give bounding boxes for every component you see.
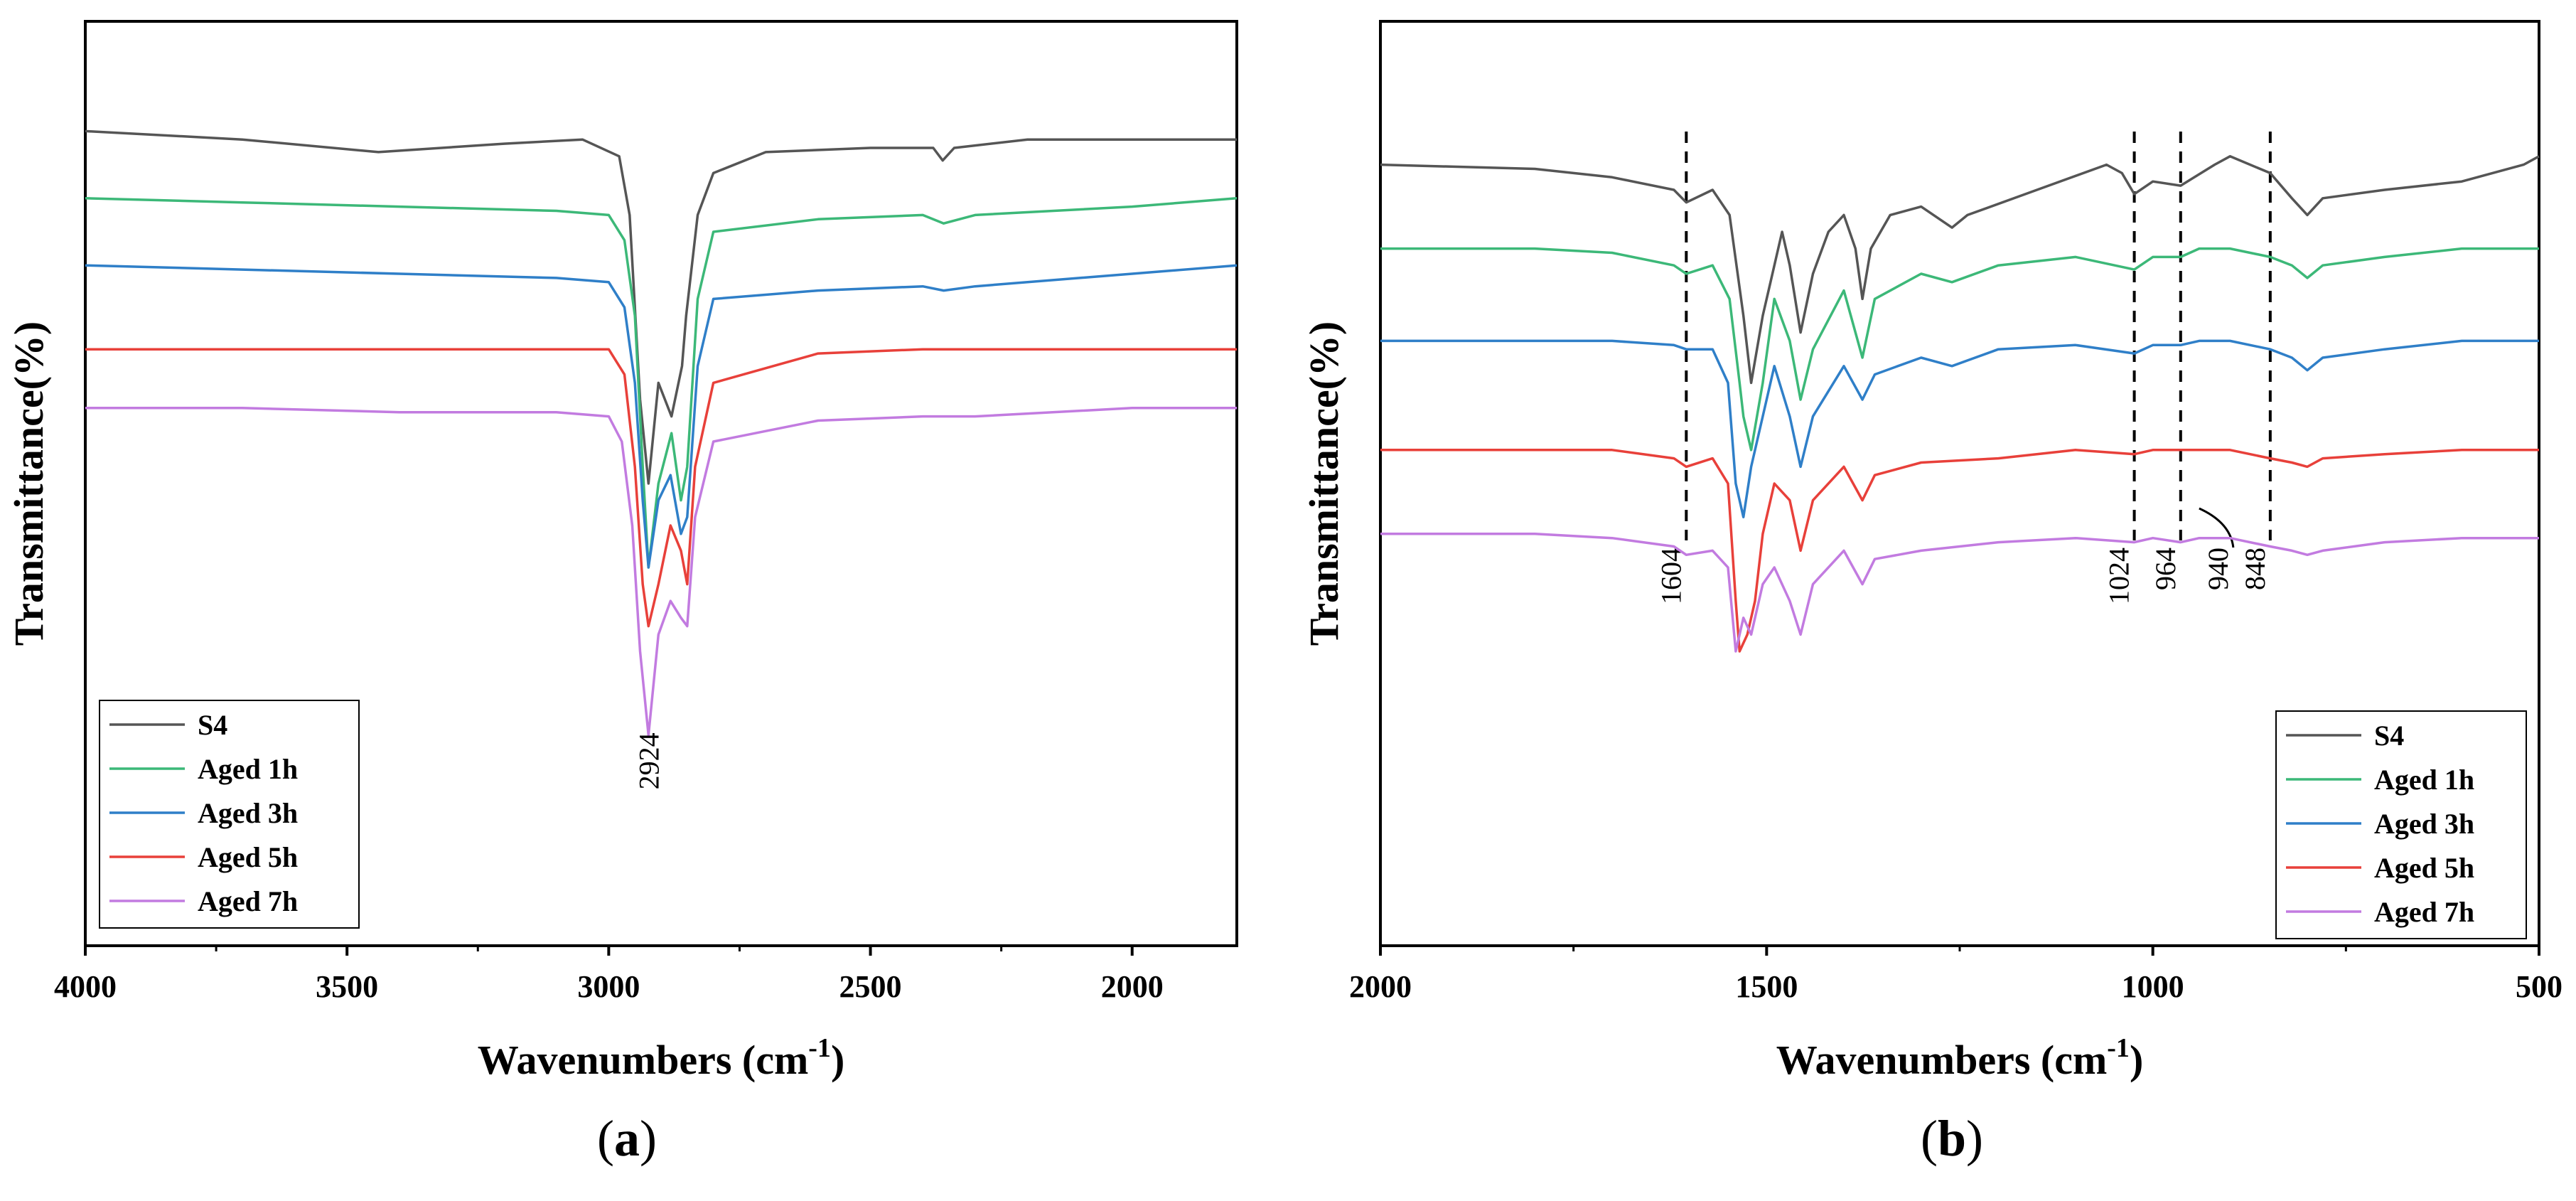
x-tick-label: 2000: [1101, 969, 1164, 1004]
series-line-aged-1h: [85, 197, 1238, 569]
x-axis-label: Wavenumbers (cm-1): [478, 1033, 845, 1083]
series-line-aged-7h: [85, 407, 1237, 737]
x-tick-label: 3500: [316, 969, 378, 1004]
caption-close: ): [640, 1110, 657, 1167]
legend-label: Aged 5h: [2374, 852, 2474, 884]
legend-box: [2275, 710, 2527, 939]
legend-label: Aged 1h: [2374, 764, 2474, 796]
legend-label: Aged 3h: [198, 797, 298, 829]
legend-label: Aged 3h: [2374, 808, 2474, 840]
caption-letter: a: [614, 1110, 640, 1167]
x-tick-label: 1000: [2122, 969, 2184, 1004]
x-axis-label: Wavenumbers (cm-1): [1776, 1033, 2144, 1083]
series-line-aged-3h: [1380, 339, 2539, 518]
legend-label: Aged 7h: [2374, 896, 2474, 928]
series-line-s4: [85, 129, 1237, 485]
caption-letter: b: [1937, 1110, 1967, 1167]
legend-label: Aged 7h: [198, 885, 298, 917]
marker-label-940: 940: [2202, 548, 2234, 590]
series-line-aged-7h: [1380, 533, 2539, 653]
y-axis-label: Transmittance(%): [1301, 321, 1347, 646]
x-tick-label: 2500: [839, 969, 902, 1004]
series-line-aged-5h: [1380, 449, 2539, 653]
series-line-s4: [1380, 155, 2540, 385]
legend-label: Aged 1h: [198, 753, 298, 785]
panel-a-caption: (a): [520, 1109, 734, 1168]
caption-open: (: [597, 1110, 614, 1167]
x-tick-label: 2000: [1349, 969, 1412, 1004]
marker-label-1024: 1024: [2103, 548, 2135, 604]
legend-label: S4: [2374, 720, 2404, 752]
marker-label-1604: 1604: [1655, 548, 1687, 604]
x-tick-label: 1500: [1735, 969, 1798, 1004]
series-line-aged-1h: [1380, 247, 2539, 452]
panel-a: 4000 3500 3000 2500 2000 Wavenumbers (cm-1) Tr…: [6, 20, 1238, 1168]
panel-b-caption: (b): [1845, 1109, 2059, 1168]
series-line-aged-5h: [85, 348, 1237, 628]
caption-close: ): [1966, 1110, 1983, 1167]
marker-label-964: 964: [2150, 548, 2181, 590]
series-line-aged-3h: [85, 264, 1238, 569]
legend-box: [99, 700, 360, 929]
ftir-chart-a: 4000 3500 3000 2500 2000 Wavenumbers (cm-1) Tr…: [6, 20, 1238, 1083]
legend-label: S4: [198, 709, 227, 741]
ftir-chart-b: 2000 1500 1000 500 Wavenumbers (cm-1) Transmi…: [1301, 20, 2562, 1083]
marker-arrow: [2199, 507, 2235, 548]
x-tick-label: 500: [2516, 969, 2562, 1004]
caption-open: (: [1920, 1110, 1938, 1167]
x-tick-label: 3000: [577, 969, 640, 1004]
legend-label: Aged 5h: [198, 841, 298, 873]
plot-frame: [84, 20, 1238, 947]
peak-annotation-2924: 2924: [633, 732, 665, 789]
panel-b: 2000 1500 1000 500 Wavenumbers (cm-1) Transmi…: [1288, 0, 2576, 1201]
marker-label-848: 848: [2239, 548, 2271, 590]
x-tick-label: 4000: [54, 969, 117, 1004]
y-axis-label: Transmittance(%): [6, 321, 52, 646]
